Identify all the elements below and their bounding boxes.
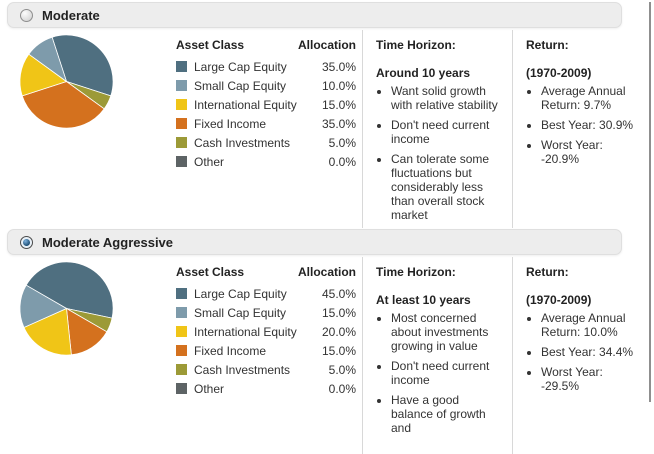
asset-class-label: Large Cap Equity (194, 59, 287, 74)
return-bullet: Average Annual Return: 9.7% (541, 84, 646, 112)
allocation-value: 0.0% (328, 381, 356, 396)
time-horizon-bullet: Don't need current income (391, 118, 508, 146)
time-horizon-bullet: Can tolerate some fluctuations but consi… (391, 152, 508, 222)
radio-dot (23, 238, 30, 246)
profile-header-moderate-aggressive[interactable]: Moderate Aggressive (7, 229, 622, 255)
allocation-value: 35.0% (321, 59, 356, 74)
profile-row: Asset Class Allocation Large Cap Equity 4… (0, 257, 654, 454)
return-title: Return: (526, 38, 569, 52)
allocation-value: 0.0% (328, 154, 356, 169)
asset-class-label: Large Cap Equity (194, 286, 287, 301)
allocation-table: Asset Class Allocation Large Cap Equity 4… (176, 257, 363, 454)
legend-color-swatch (176, 118, 187, 129)
return-bullet: Worst Year: -29.5% (541, 365, 646, 393)
asset-class-label: Fixed Income (194, 343, 267, 358)
allocation-value: 5.0% (328, 362, 356, 377)
column-header-allocation: Allocation (297, 265, 356, 279)
asset-class-label: Cash Investments (194, 135, 291, 150)
return-column: Return: (1970-2009) Average Annual Retur… (513, 257, 650, 454)
allocation-value: 15.0% (321, 97, 356, 112)
profile-panel-moderate-aggressive: Moderate Aggressive Asset Class Allocati… (0, 229, 654, 454)
return-bullet: Average Annual Return: 10.0% (541, 311, 646, 339)
asset-class-label: International Equity (194, 324, 297, 339)
legend-row: International Equity 20.0% (176, 322, 356, 341)
page-right-border (649, 2, 651, 402)
legend-row: Cash Investments 5.0% (176, 133, 356, 152)
time-horizon-subtitle: At least 10 years (376, 293, 471, 307)
profile-row: Asset Class Allocation Large Cap Equity 3… (0, 30, 654, 228)
legend-color-swatch (176, 383, 187, 394)
asset-class-label: Fixed Income (194, 116, 267, 131)
legend-color-swatch (176, 137, 187, 148)
pie-chart-svg (19, 34, 114, 129)
legend-color-swatch (176, 99, 187, 110)
allocation-value: 15.0% (321, 343, 356, 358)
legend-color-swatch (176, 61, 187, 72)
return-subtitle: (1970-2009) (526, 293, 592, 307)
time-horizon-bullet: Have a good balance of growth and (391, 393, 508, 435)
legend-row: International Equity 15.0% (176, 95, 356, 114)
profile-panel-moderate: Moderate Asset Class Allocation Large Ca… (0, 2, 654, 228)
return-bullet: Worst Year: -20.9% (541, 138, 646, 166)
time-horizon-bullet: Most concerned about investments growing… (391, 311, 508, 353)
legend-row: Fixed Income 35.0% (176, 114, 356, 133)
legend-color-swatch (176, 326, 187, 337)
column-header-allocation: Allocation (297, 38, 356, 52)
allocation-value: 5.0% (328, 135, 356, 150)
asset-class-label: Small Cap Equity (194, 305, 287, 320)
legend-row: Cash Investments 5.0% (176, 360, 356, 379)
allocation-value: 35.0% (321, 116, 356, 131)
legend-row: Other 0.0% (176, 379, 356, 398)
return-column: Return: (1970-2009) Average Annual Retur… (513, 30, 650, 228)
time-horizon-bullet: Don't need current income (391, 359, 508, 387)
radio-moderate-aggressive[interactable] (20, 235, 33, 249)
legend-row: Small Cap Equity 15.0% (176, 303, 356, 322)
legend-row: Fixed Income 15.0% (176, 341, 356, 360)
column-header-asset-class: Asset Class (176, 38, 245, 52)
profile-title: Moderate Aggressive (42, 234, 174, 250)
legend-color-swatch (176, 345, 187, 356)
asset-class-label: International Equity (194, 97, 297, 112)
legend-color-swatch (176, 307, 187, 318)
allocation-value: 10.0% (321, 78, 356, 93)
time-horizon-title: Time Horizon: (376, 265, 456, 279)
time-horizon-column: Time Horizon: Around 10 years Want solid… (363, 30, 513, 228)
profile-header-moderate[interactable]: Moderate (7, 2, 622, 28)
legend-row: Other 0.0% (176, 152, 356, 171)
legend-row: Small Cap Equity 10.0% (176, 76, 356, 95)
pie-chart-moderate (0, 30, 176, 228)
legend-row: Large Cap Equity 45.0% (176, 284, 356, 303)
time-horizon-bullet: Want solid growth with relative stabilit… (391, 84, 508, 112)
asset-class-label: Cash Investments (194, 362, 291, 377)
legend-color-swatch (176, 80, 187, 91)
asset-class-label: Small Cap Equity (194, 78, 287, 93)
time-horizon-subtitle: Around 10 years (376, 66, 471, 80)
allocation-value: 20.0% (321, 324, 356, 339)
asset-class-label: Other (194, 154, 225, 169)
profile-title: Moderate (42, 7, 100, 23)
allocation-value: 45.0% (321, 286, 356, 301)
return-bullet: Best Year: 34.4% (541, 345, 646, 359)
column-header-asset-class: Asset Class (176, 265, 245, 279)
radio-moderate[interactable] (20, 8, 33, 22)
pie-chart-moderate-aggressive (0, 257, 176, 454)
legend-color-swatch (176, 364, 187, 375)
legend-color-swatch (176, 288, 187, 299)
return-subtitle: (1970-2009) (526, 66, 592, 80)
legend-row: Large Cap Equity 35.0% (176, 57, 356, 76)
time-horizon-column: Time Horizon: At least 10 years Most con… (363, 257, 513, 454)
return-bullet: Best Year: 30.9% (541, 118, 646, 132)
time-horizon-title: Time Horizon: (376, 38, 456, 52)
asset-class-label: Other (194, 381, 225, 396)
pie-chart-svg (19, 261, 114, 356)
allocation-value: 15.0% (321, 305, 356, 320)
legend-color-swatch (176, 156, 187, 167)
return-title: Return: (526, 265, 569, 279)
allocation-table: Asset Class Allocation Large Cap Equity 3… (176, 30, 363, 228)
